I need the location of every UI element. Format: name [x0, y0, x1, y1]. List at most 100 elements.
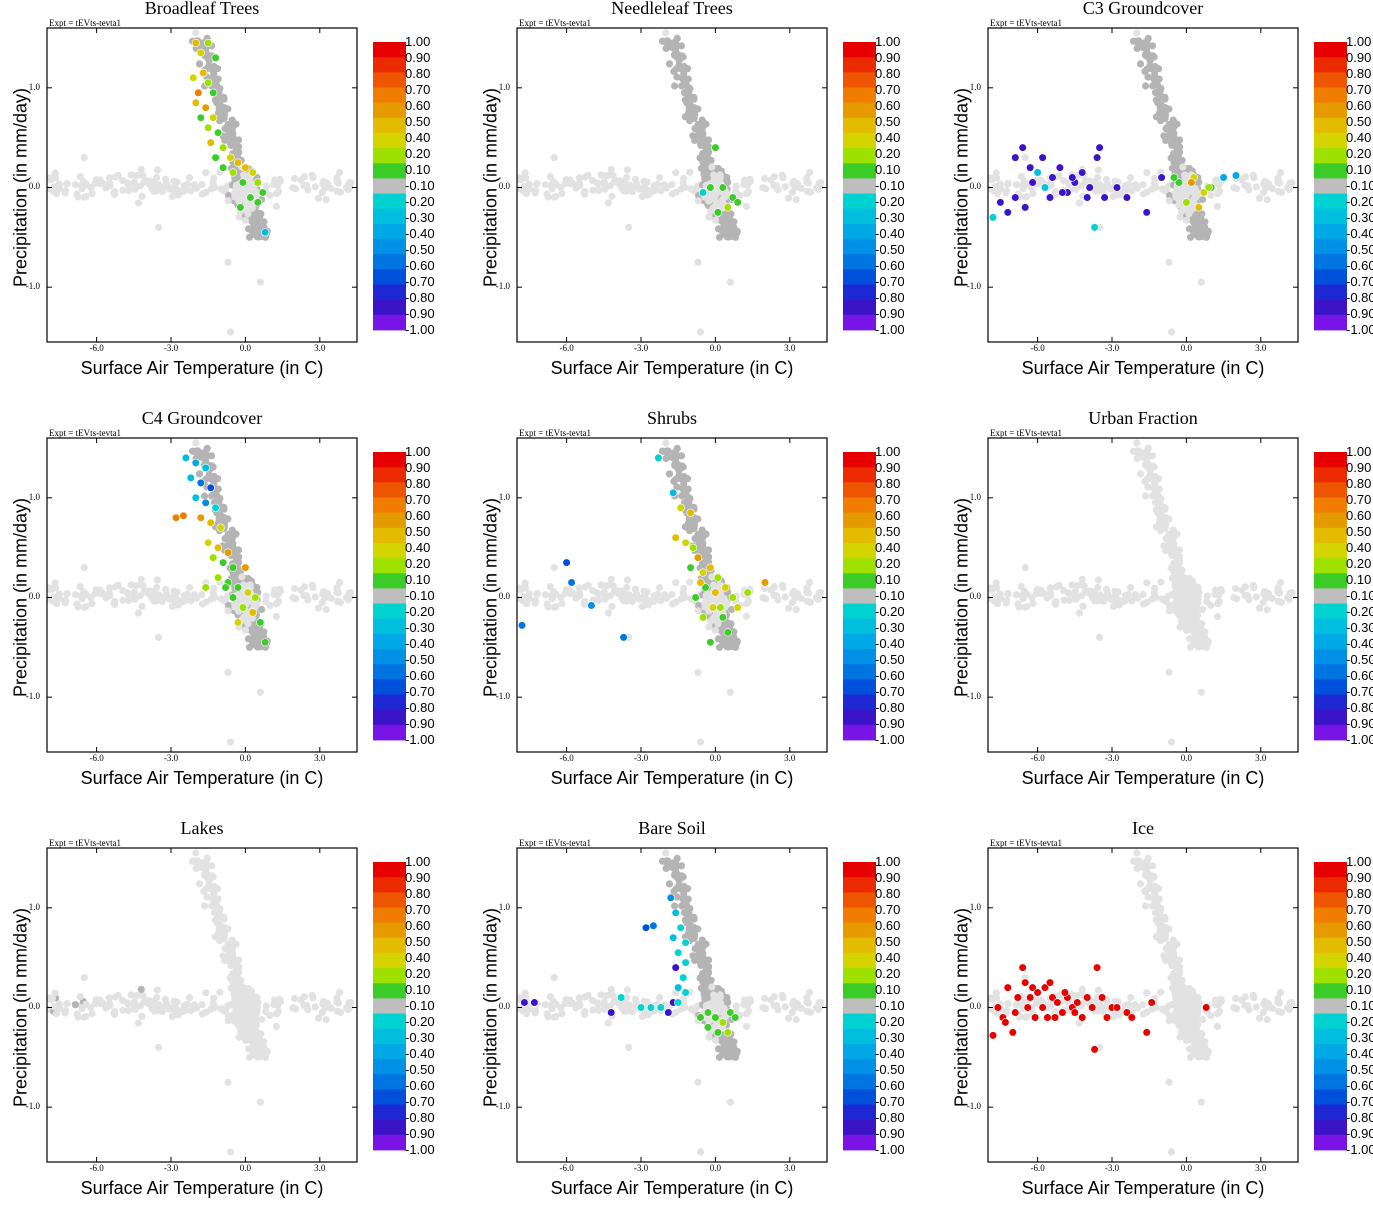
- point-background: [115, 172, 122, 179]
- point-zero-class: [245, 225, 252, 232]
- colorbar-label: 0.10: [405, 572, 455, 588]
- point-background: [1244, 182, 1251, 189]
- point-background: [1216, 598, 1223, 605]
- point-background: [1264, 606, 1271, 613]
- colorbar-swatch: [1314, 133, 1347, 149]
- point-zero-class: [678, 862, 685, 869]
- point-background: [303, 592, 310, 599]
- x-tick-label: 3.0: [770, 343, 810, 353]
- point-background: [522, 579, 529, 586]
- point-zero-class: [690, 115, 697, 122]
- colorbar-label: 0.80: [875, 476, 925, 492]
- point-background: [705, 198, 712, 205]
- point-background: [552, 603, 559, 610]
- plot-area: [470, 0, 928, 400]
- colorbar-swatch: [843, 133, 876, 149]
- point-background: [1100, 184, 1107, 191]
- colorbar-label: -0.80: [1346, 700, 1373, 716]
- point-background: [192, 849, 199, 856]
- colorbar-swatch: [843, 42, 876, 58]
- point-background: [56, 595, 63, 602]
- point-highlight: [227, 154, 235, 162]
- point-background: [547, 173, 554, 180]
- point-background: [119, 1007, 126, 1014]
- point-highlight: [1123, 194, 1131, 202]
- colorbar-swatch: [373, 543, 406, 559]
- point-background: [1094, 584, 1101, 591]
- colorbar-label: -0.80: [1346, 290, 1373, 306]
- point-background: [229, 938, 236, 945]
- colorbar-swatch: [1314, 87, 1347, 103]
- point-background: [343, 184, 350, 191]
- x-tick-label: 3.0: [300, 753, 340, 763]
- point-background: [323, 196, 330, 203]
- point-background: [632, 996, 639, 1003]
- colorbar-swatch: [1314, 588, 1347, 604]
- colorbar-label: 0.70: [1346, 492, 1373, 508]
- point-background: [1029, 190, 1036, 197]
- point-highlight: [1158, 174, 1166, 182]
- colorbar-label: -0.40: [405, 636, 455, 652]
- point-background: [727, 279, 734, 286]
- point-background: [1244, 592, 1251, 599]
- point-highlight: [259, 189, 267, 197]
- point-background: [208, 185, 215, 192]
- point-background: [128, 581, 135, 588]
- point-background: [789, 189, 796, 196]
- point-background: [162, 996, 169, 1003]
- point-highlight: [239, 179, 247, 187]
- point-background: [336, 579, 343, 586]
- point-background: [534, 590, 541, 597]
- point-background: [1201, 643, 1208, 650]
- point-highlight: [209, 89, 217, 97]
- point-highlight: [1069, 174, 1077, 182]
- colorbar-swatch: [1314, 452, 1347, 468]
- point-zero-class: [663, 455, 670, 462]
- colorbar-swatch: [843, 285, 876, 301]
- colorbar-swatch: [373, 452, 406, 468]
- point-background: [169, 603, 176, 610]
- colorbar-label: -0.20: [405, 604, 455, 620]
- plot-area: [470, 410, 928, 810]
- colorbar-label: -0.60: [875, 668, 925, 684]
- point-highlight: [204, 124, 212, 132]
- point-background: [208, 1005, 215, 1012]
- point-zero-class: [674, 445, 681, 452]
- point-background: [526, 1005, 533, 1012]
- x-tick-label: -3.0: [621, 343, 661, 353]
- colorbar-label: 0.60: [1346, 98, 1373, 114]
- colorbar-label: 0.40: [405, 130, 455, 146]
- point-background: [745, 1008, 752, 1015]
- point-background: [162, 586, 169, 593]
- point-background: [1096, 634, 1103, 641]
- point-background: [1018, 173, 1025, 180]
- point-background: [544, 1010, 551, 1017]
- colorbar-label: -0.40: [875, 226, 925, 242]
- colorbar-label: 0.80: [875, 66, 925, 82]
- point-highlight: [249, 609, 257, 617]
- point-background: [1134, 595, 1141, 602]
- point-background: [804, 1008, 811, 1015]
- point-zero-class: [1149, 42, 1156, 49]
- point-background: [220, 935, 227, 942]
- point-highlight: [687, 509, 695, 517]
- point-background: [201, 902, 208, 909]
- colorbar-label: -0.30: [1346, 620, 1373, 636]
- point-background: [1082, 588, 1089, 595]
- point-background: [678, 595, 685, 602]
- point-highlight: [689, 544, 697, 552]
- point-background: [669, 190, 676, 197]
- point-background: [47, 996, 54, 1003]
- point-background: [1095, 166, 1102, 173]
- point-background: [245, 201, 252, 208]
- point-background: [301, 583, 308, 590]
- point-background: [1018, 583, 1025, 590]
- point-background: [1214, 203, 1221, 210]
- colorbar-label: 0.10: [875, 572, 925, 588]
- point-background: [639, 193, 646, 200]
- colorbar-swatch: [843, 558, 876, 574]
- colorbar-label: -0.40: [405, 1046, 455, 1062]
- colorbar-label: 0.10: [875, 162, 925, 178]
- point-zero-class: [138, 986, 145, 993]
- point-zero-class: [685, 109, 692, 116]
